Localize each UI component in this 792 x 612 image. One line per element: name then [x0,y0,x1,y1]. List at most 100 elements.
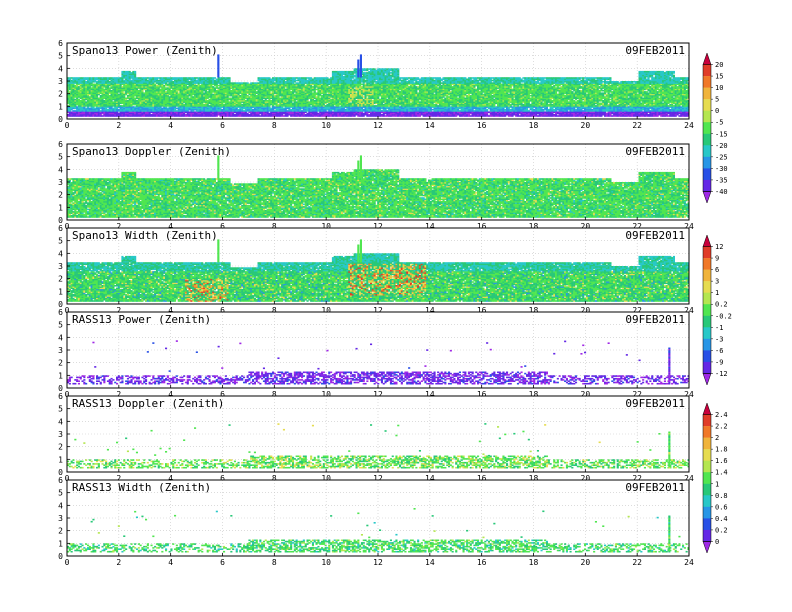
data-cell [112,103,115,106]
data-cell [114,101,117,103]
data-cell [215,78,218,81]
data-cell [159,94,162,97]
data-cell [126,91,129,93]
data-cell [108,78,111,81]
data-cell [72,103,75,106]
data-cell [128,105,131,107]
data-cell [125,105,128,107]
data-cell [76,87,79,89]
data-cell [301,110,304,112]
data-cell [72,96,75,98]
data-cell [94,94,97,97]
data-cell [188,77,191,79]
data-cell [172,84,175,87]
data-cell [77,106,80,108]
data-cell [97,110,100,112]
data-cell [184,106,187,108]
data-cell [152,103,155,106]
data-cell [70,108,73,111]
data-cell [184,91,187,93]
data-cell [145,87,148,89]
data-cell [170,107,173,110]
data-cell [270,78,273,81]
data-cell [85,105,88,107]
data-cell [174,96,177,98]
data-cell [150,97,153,100]
data-cell [177,83,180,86]
data-cell [186,86,189,88]
data-cell [123,106,126,108]
data-cell [85,110,88,112]
data-cell [186,108,189,111]
data-cell [92,96,95,98]
data-cell [155,78,158,81]
data-cell [101,78,104,81]
data-cell [126,82,129,84]
data-cell [126,103,129,106]
data-cell [68,100,71,102]
data-cell [68,93,71,96]
data-cell [92,108,95,111]
data-cell [342,75,345,78]
data-cell [150,108,153,111]
data-cell [123,97,126,100]
data-cell [96,87,99,89]
data-cell [101,87,104,89]
data-cell [134,107,137,110]
data-cell [108,82,111,84]
data-cell [92,86,95,88]
data-cell [135,102,138,105]
data-cell [121,96,124,98]
data-cell [161,111,164,113]
data-cell [184,86,187,88]
data-cell [146,91,149,93]
data-cell [154,112,157,115]
data-cell [96,89,99,92]
data-cell [159,96,162,98]
data-cell [123,86,126,88]
data-cell [134,86,137,88]
data-cell [145,88,148,91]
data-cell [150,92,153,94]
data-cell [79,81,82,83]
data-cell [362,68,365,70]
data-cell [70,83,73,86]
data-cell [97,111,100,113]
data-cell [67,81,70,83]
data-cell [179,112,182,115]
data-cell [186,88,189,91]
data-cell [90,101,93,103]
data-cell [177,88,180,91]
data-cell [101,112,104,115]
data-cell [174,78,177,81]
data-cell [85,108,88,111]
data-cell [154,115,157,117]
data-cell [134,113,137,116]
data-cell [123,93,126,96]
data-cell [154,84,157,87]
data-cell [179,115,182,117]
data-cell [68,101,71,103]
data-cell [108,98,111,101]
data-cell [92,97,95,100]
data-cell [103,77,106,79]
data-cell [105,86,108,88]
data-cell [126,96,129,98]
data-cell [74,102,77,105]
data-cell [143,107,146,110]
data-cell [168,82,171,84]
data-cell [330,98,333,101]
data-cell [67,83,70,86]
data-cell [68,88,71,91]
data-cell [68,106,71,108]
data-cell [155,87,158,89]
data-cell [161,113,164,116]
data-cell [106,97,109,100]
data-cell [90,106,93,108]
data-cell [76,79,79,82]
data-cell [105,87,108,89]
data-cell [135,101,138,103]
data-cell [76,81,79,83]
data-cell [87,77,90,79]
data-cell [137,89,140,92]
